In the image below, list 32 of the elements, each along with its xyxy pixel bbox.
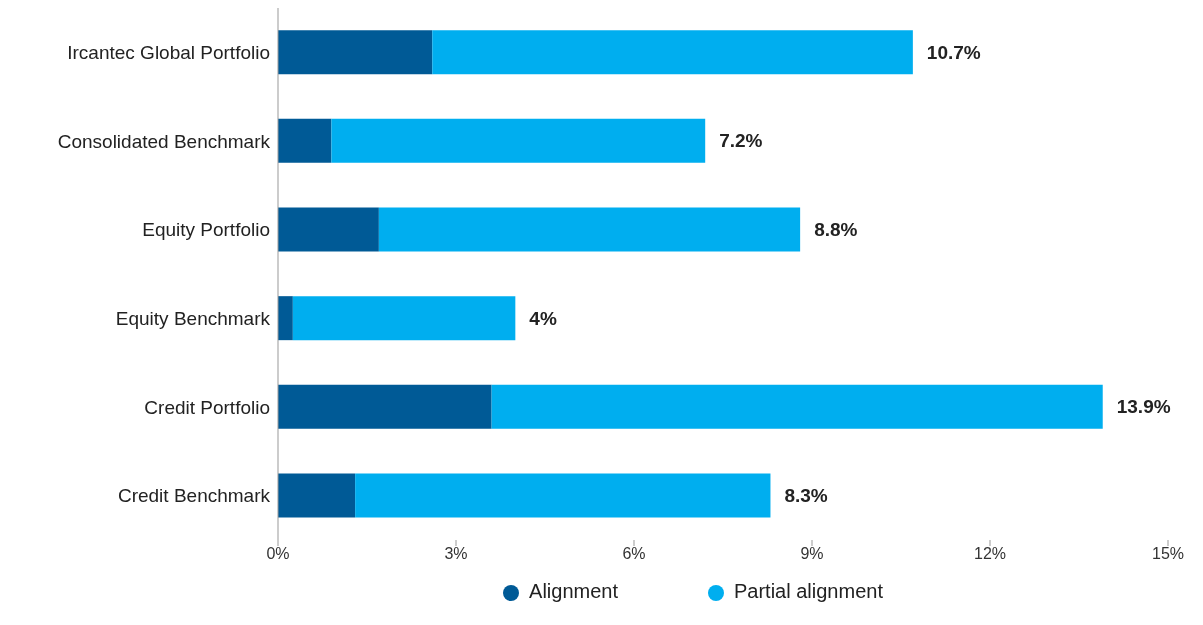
bar <box>278 207 379 252</box>
total-label: 8.3% <box>784 485 828 506</box>
bar <box>292 296 516 341</box>
bar <box>355 473 771 518</box>
bar <box>278 296 293 341</box>
bar <box>378 207 801 252</box>
x-tick-label: 0% <box>266 545 290 563</box>
x-tick-label: 3% <box>444 545 468 563</box>
y-tick-label: Equity Portfolio <box>142 219 270 241</box>
total-label: 8.8% <box>814 219 858 240</box>
bar <box>278 384 492 429</box>
x-tick-label: 9% <box>800 545 824 563</box>
bar <box>278 30 433 75</box>
y-tick-label: Ircantec Global Portfolio <box>67 42 270 64</box>
total-label: 10.7% <box>926 41 981 63</box>
legend-label: Partial alignment <box>733 580 883 602</box>
bar <box>278 473 356 518</box>
bar <box>491 384 1103 429</box>
y-tick-label: Credit Benchmark <box>117 485 271 507</box>
y-tick-label: Equity Benchmark <box>115 308 271 330</box>
y-tick-label: Credit Portfolio <box>144 396 270 418</box>
x-tick-label: 6% <box>622 545 646 563</box>
bar <box>278 118 332 163</box>
y-tick-label: Consolidated Benchmark <box>57 130 271 152</box>
bar <box>331 118 706 163</box>
legend-label: Alignment <box>529 580 618 602</box>
bar <box>432 30 913 75</box>
total-label: 13.9% <box>1116 396 1171 418</box>
total-label: 7.2% <box>719 130 763 152</box>
total-label: 4% <box>529 307 557 329</box>
x-tick-label: 12% <box>973 545 1007 563</box>
x-tick-label: 15% <box>1151 545 1185 563</box>
